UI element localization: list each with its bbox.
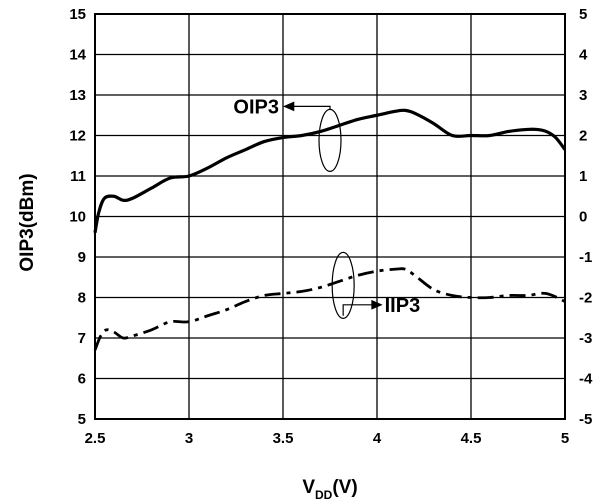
- x-tick-label: 3: [185, 430, 193, 447]
- y-left-tick-label: 6: [78, 371, 86, 388]
- y-right-tick-label: 5: [579, 6, 587, 23]
- x-tick-label: 5: [561, 430, 569, 447]
- tick-labels: 2.5 3 3.5 4 4.5 556789101112131415-5-4-3-2-10…: [69, 6, 593, 447]
- y-right-tick-label: 3: [579, 87, 587, 104]
- series-layer: [93, 108, 567, 351]
- x-tick-label: 4.5: [461, 430, 482, 447]
- x-tick-label: 4: [373, 430, 382, 447]
- plot-frame: [94, 13, 566, 420]
- y-left-tick-label: 11: [70, 168, 86, 185]
- x-axis-title: VDD(V): [302, 477, 357, 502]
- y-right-tick-label: -4: [579, 371, 593, 388]
- oip3-arrow-head: [283, 101, 295, 112]
- iip3-arrow-head: [371, 299, 383, 310]
- iip3-ellipse: [331, 251, 355, 319]
- x-axis-title-subscript: DD: [315, 488, 333, 502]
- iip3-pointer-line: [342, 304, 374, 316]
- y-right-tick-label: -1: [579, 249, 592, 266]
- y-left-tick-label: 12: [69, 128, 86, 145]
- y-axis-title-left: OIP3(dBm): [17, 173, 38, 271]
- y-left-tick-label: 5: [78, 411, 86, 428]
- y-right-tick-label: 0: [579, 209, 587, 226]
- y-right-tick-label: -5: [579, 411, 592, 428]
- oip3-ellipse: [318, 108, 342, 172]
- series-line-iip3: [93, 267, 566, 351]
- y-right-tick-label: 2: [579, 128, 587, 145]
- y-left-tick-label: 7: [78, 330, 86, 347]
- oip3-pointer-line: [292, 105, 331, 110]
- series-line-oip3: [93, 108, 567, 233]
- annotation-layer: OIP3 IIP3: [233, 96, 421, 319]
- x-tick-label: 3.5: [273, 430, 294, 447]
- y-left-tick-label: 9: [78, 249, 86, 266]
- oip3-annotation-label: OIP3: [233, 96, 279, 118]
- y-left-tick-label: 10: [69, 209, 86, 226]
- y-right-tick-label: 1: [579, 168, 587, 185]
- y-left-tick-label: 14: [69, 47, 86, 64]
- iip3-annotation-label: IIP3: [385, 295, 421, 317]
- x-axis-title-main: V: [302, 477, 315, 498]
- y-right-tick-label: -3: [579, 330, 592, 347]
- y-right-tick-label: 4: [579, 47, 588, 64]
- x-axis-title-suffix: (V): [332, 477, 357, 498]
- y-left-tick-label: 15: [69, 6, 86, 23]
- y-left-tick-label: 13: [69, 87, 86, 104]
- y-left-tick-label: 8: [78, 290, 86, 307]
- y-right-tick-label: -2: [579, 290, 592, 307]
- x-tick-label: 2.5: [85, 430, 106, 447]
